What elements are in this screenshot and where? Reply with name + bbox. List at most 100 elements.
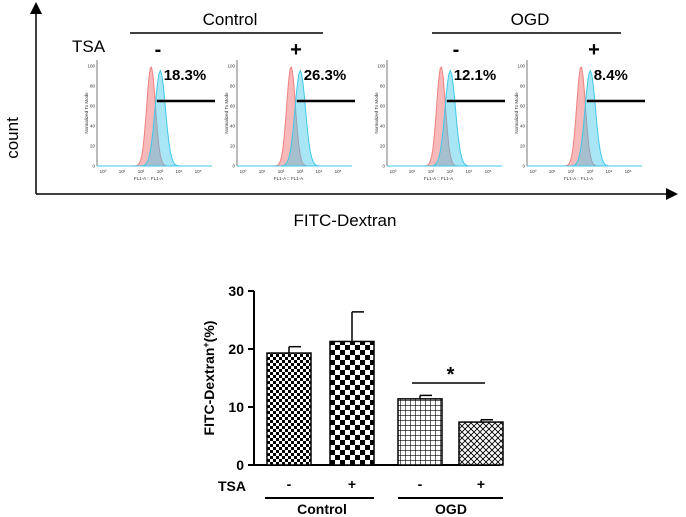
inset-y-tick: 80 <box>90 84 96 89</box>
inset-x-tick: 10⁰ <box>390 169 397 174</box>
inset-x-tick: 10³ <box>587 169 594 174</box>
bar-y-tick-label: 0 <box>236 457 244 473</box>
inset-y-tick: 20 <box>90 144 96 149</box>
tsa-sign-ogd-minus: - <box>453 39 460 61</box>
inset-x-label: FL1-A :: FL1-A <box>134 176 163 181</box>
bar-y-axis-label-unit: (%) <box>201 321 217 343</box>
inset-y-tick: 60 <box>230 104 236 109</box>
treated-histogram-curve <box>97 69 212 167</box>
histogram-inset: 0 20 40 60 80 100 10⁰ 10¹ 10² 10³ 10⁴ 10⁵ Normalized… <box>224 60 355 181</box>
histogram-inset: 0 20 40 60 80 100 10⁰ 10¹ 10² 10³ 10⁴ 10⁵ Normalized… <box>514 60 645 181</box>
bar <box>458 421 504 466</box>
tsa-sign: - <box>287 476 292 492</box>
inset-y-tick: 0 <box>382 164 385 169</box>
bar-y-axis-label-main: FITC-Dextran <box>201 348 217 436</box>
tsa-label: TSA <box>218 478 246 494</box>
inset-x-label: FL1-A :: FL1-A <box>274 176 303 181</box>
inset-x-tick: 10² <box>138 169 145 174</box>
inset-y-tick: 40 <box>520 124 526 129</box>
tsa-sign-control-plus: + <box>290 39 302 61</box>
inset-y-label: Normalized To Mode <box>514 92 519 134</box>
inset-y-tick: 40 <box>90 124 96 129</box>
inset-y-tick: 100 <box>377 64 385 69</box>
inset-x-label: FL1-A :: FL1-A <box>424 176 453 181</box>
histogram-inset: 0 20 40 60 80 100 10⁰ 10¹ 10² 10³ 10⁴ 10⁵ Normalized… <box>374 60 505 181</box>
tsa-row-label: TSA <box>72 37 106 56</box>
bar-y-tick-label: 30 <box>228 283 244 299</box>
inset-y-label: Normalized To Mode <box>374 92 379 134</box>
inset-y-tick: 20 <box>380 144 386 149</box>
inset-x-tick: 10⁵ <box>195 169 202 174</box>
inset-x-tick: 10⁵ <box>625 169 632 174</box>
inset-y-label: Normalized To Mode <box>84 92 89 134</box>
inset-x-tick: 10² <box>278 169 285 174</box>
inset-x-tick: 10⁴ <box>316 169 323 174</box>
bar <box>266 352 312 466</box>
inset-x-tick: 10¹ <box>119 169 126 174</box>
gate-percent-label: 8.4% <box>594 67 628 84</box>
bar-y-tick-label: 20 <box>228 341 244 357</box>
inset-x-tick: 10⁴ <box>176 169 183 174</box>
treated-histogram-curve <box>527 69 642 167</box>
bar <box>397 398 443 466</box>
bar-y-axis-label: FITC-Dextran+(%) <box>201 321 217 436</box>
inset-y-tick: 60 <box>90 104 96 109</box>
inset-y-tick: 20 <box>520 144 526 149</box>
inset-x-tick: 10² <box>568 169 575 174</box>
inset-y-tick: 80 <box>380 84 386 89</box>
inset-y-tick: 60 <box>380 104 386 109</box>
inset-y-label: Normalized To Mode <box>224 92 229 134</box>
ogd-group-label-bar: OGD <box>435 501 467 517</box>
inset-x-tick: 10⁰ <box>530 169 537 174</box>
tsa-sign: + <box>348 476 356 492</box>
bar <box>329 340 375 466</box>
inset-y-tick: 20 <box>230 144 236 149</box>
gate-percent-label: 12.1% <box>454 67 497 84</box>
significance-star: * <box>447 364 455 386</box>
inset-x-tick: 10³ <box>157 169 164 174</box>
control-group-label: Control <box>203 10 258 29</box>
gate-percent-label: 26.3% <box>304 67 347 84</box>
histogram-inset: 0 20 40 60 80 100 10⁰ 10¹ 10² 10³ 10⁴ 10⁵ Normalized… <box>84 60 215 181</box>
inset-y-tick: 40 <box>230 124 236 129</box>
inset-y-tick: 80 <box>520 84 526 89</box>
inset-x-tick: 10³ <box>297 169 304 174</box>
control-group-label-bar: Control <box>297 501 347 517</box>
inset-x-tick: 10⁵ <box>485 169 492 174</box>
ogd-group-label: OGD <box>511 10 550 29</box>
inset-y-tick: 0 <box>522 164 525 169</box>
inset-x-tick: 10⁰ <box>240 169 247 174</box>
inset-y-tick: 40 <box>380 124 386 129</box>
inset-y-tick: 100 <box>87 64 95 69</box>
inset-y-tick: 100 <box>227 64 235 69</box>
tsa-sign: - <box>418 476 423 492</box>
inset-y-tick: 0 <box>92 164 95 169</box>
treated-histogram-curve <box>237 69 352 167</box>
flow-histogram-panel: count FITC-Dextran TSA Control OGD - + -… <box>3 1 678 230</box>
tsa-sign: + <box>477 476 485 492</box>
inset-x-tick: 10¹ <box>549 169 556 174</box>
inset-x-tick: 10⁴ <box>466 169 473 174</box>
inset-y-tick: 0 <box>232 164 235 169</box>
inset-x-tick: 10¹ <box>259 169 266 174</box>
inset-x-tick: 10⁵ <box>335 169 342 174</box>
bar-y-axis-label-superscript: + <box>201 342 211 347</box>
inset-y-tick: 100 <box>517 64 525 69</box>
inset-x-tick: 10⁴ <box>606 169 613 174</box>
inset-x-tick: 10² <box>428 169 435 174</box>
inset-x-tick: 10¹ <box>409 169 416 174</box>
fitc-axis-label: FITC-Dextran <box>294 211 397 230</box>
inset-y-tick: 80 <box>230 84 236 89</box>
inset-x-tick: 10⁰ <box>100 169 107 174</box>
count-axis-label: count <box>3 117 22 159</box>
treated-histogram-curve <box>387 69 502 167</box>
inset-x-tick: 10³ <box>447 169 454 174</box>
inset-y-tick: 60 <box>520 104 526 109</box>
gate-percent-label: 18.3% <box>164 67 207 84</box>
tsa-sign-ogd-plus: + <box>588 39 600 61</box>
inset-x-label: FL1-A :: FL1-A <box>564 176 593 181</box>
bar-y-tick-label: 10 <box>228 399 244 415</box>
tsa-sign-control-minus: - <box>155 39 162 61</box>
